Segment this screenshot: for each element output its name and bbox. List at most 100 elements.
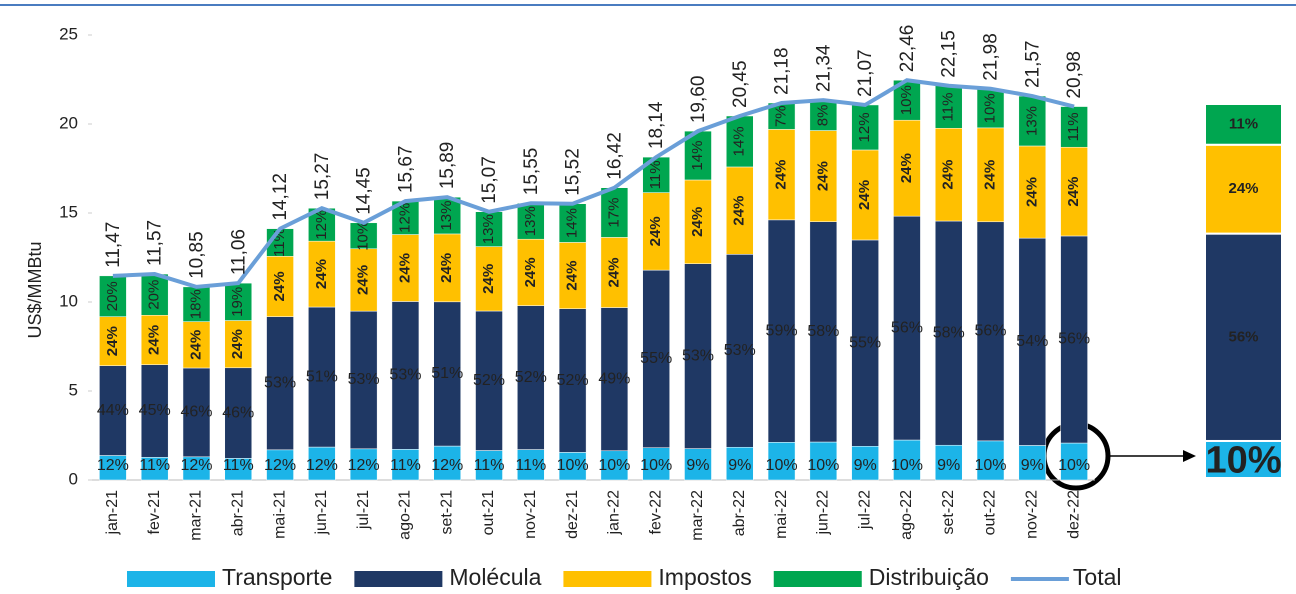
data-label: 53% xyxy=(348,371,380,388)
data-label: 24% xyxy=(731,196,748,226)
data-label: 24% xyxy=(187,330,204,360)
data-label: 58% xyxy=(933,324,965,341)
data-label: 17% xyxy=(605,198,622,228)
data-label: 12% xyxy=(348,457,380,474)
x-tick-label: jan-22 xyxy=(606,490,623,536)
bar-segment xyxy=(349,248,378,312)
bar-segment xyxy=(433,301,461,447)
bar-segment xyxy=(767,442,796,481)
bar-segment xyxy=(475,450,503,481)
y-tick-label: 25 xyxy=(59,24,78,43)
bar-segment xyxy=(266,449,294,481)
bar-segment xyxy=(600,450,629,481)
bar-segment xyxy=(934,220,963,446)
x-tick-label: set-22 xyxy=(940,490,957,535)
data-label: 24% xyxy=(856,180,873,210)
data-label: 9% xyxy=(854,457,877,474)
data-label: 24% xyxy=(814,161,831,191)
total-label: 15,07 xyxy=(479,156,500,204)
data-label: 7% xyxy=(773,105,790,127)
bar-segment xyxy=(308,207,336,242)
x-tick-label: out-21 xyxy=(480,490,497,535)
data-label: 10% xyxy=(557,457,589,474)
bar-segment xyxy=(266,316,294,451)
bar-segment xyxy=(726,446,754,481)
legend-swatch xyxy=(563,571,652,587)
data-label: 11% xyxy=(647,160,664,189)
x-tick-label: abr-21 xyxy=(229,490,246,536)
data-label: 11% xyxy=(474,457,505,474)
bar-segment xyxy=(1018,145,1047,239)
data-label: 24% xyxy=(647,216,664,246)
x-tick-label: ago-22 xyxy=(898,490,915,540)
data-label: 44% xyxy=(97,402,129,419)
bar-segment xyxy=(558,308,587,453)
total-label: 20,45 xyxy=(730,60,751,108)
data-label: 10% xyxy=(766,457,798,474)
data-label: 53% xyxy=(682,347,714,364)
bar-segment xyxy=(308,306,336,448)
bar-segment xyxy=(1060,106,1088,148)
data-label: 12% xyxy=(180,457,212,474)
bar-segment xyxy=(1060,235,1088,444)
data-label: 13% xyxy=(480,214,497,244)
bar-segment xyxy=(99,275,127,317)
data-label: 51% xyxy=(431,365,463,382)
bar-segment xyxy=(433,445,461,481)
bar-segment xyxy=(517,238,545,306)
data-label: 24% xyxy=(1065,177,1082,207)
data-label: 24% xyxy=(689,207,706,237)
x-tick-label: abr-22 xyxy=(731,490,748,536)
data-label: 52% xyxy=(473,372,505,389)
data-label: 13% xyxy=(522,206,539,236)
data-label: 20% xyxy=(104,281,121,311)
data-label: 12% xyxy=(431,457,463,474)
data-label: 10% xyxy=(891,457,923,474)
data-label: 24% xyxy=(229,329,246,359)
y-tick-label: 10 xyxy=(59,291,78,310)
data-label: 12% xyxy=(856,112,873,142)
data-label: 46% xyxy=(222,404,254,421)
legend-label: Impostos xyxy=(658,564,751,590)
bar-segment xyxy=(433,196,461,235)
data-label: 10% xyxy=(640,457,672,474)
data-label: 24% xyxy=(396,253,413,283)
bar-segment xyxy=(976,221,1005,442)
data-label: 20% xyxy=(146,280,163,310)
data-label: 51% xyxy=(306,368,338,385)
data-label: 24% xyxy=(898,153,915,183)
bar-segment xyxy=(1060,442,1088,481)
data-label: 10% xyxy=(598,457,630,474)
x-tick-label: dez-21 xyxy=(564,490,581,539)
data-label: 55% xyxy=(640,350,672,367)
x-tick-label: nov-22 xyxy=(1024,490,1041,539)
total-label: 15,27 xyxy=(312,153,333,201)
bar-segment xyxy=(391,301,420,450)
data-label: 14% xyxy=(731,126,748,156)
data-label: 24% xyxy=(605,257,622,287)
bar-segment xyxy=(1018,445,1047,481)
data-label: 10% xyxy=(355,221,372,251)
bar-segment xyxy=(558,203,587,243)
bar-segment xyxy=(767,129,796,221)
data-label: 24% xyxy=(146,325,163,355)
x-tick-label: jul-21 xyxy=(355,490,372,530)
bar-segment xyxy=(934,85,963,129)
legend-label: Distribuição xyxy=(869,564,989,590)
bar-segment xyxy=(809,441,838,481)
data-label: 11% xyxy=(1065,112,1082,141)
data-label: 10% xyxy=(975,457,1007,474)
bar-segment xyxy=(475,310,503,451)
bar-segment xyxy=(224,282,253,321)
data-label: 45% xyxy=(139,402,171,419)
data-label: 13% xyxy=(438,201,455,231)
data-label: 24% xyxy=(940,160,957,190)
bar-segment xyxy=(851,445,879,481)
data-label: 46% xyxy=(180,404,212,421)
legend-swatch xyxy=(773,571,862,587)
x-tick-label: jan-21 xyxy=(104,490,121,536)
data-label: 11% xyxy=(940,93,957,122)
data-label: 24% xyxy=(480,264,497,294)
bar-segment xyxy=(391,449,420,481)
